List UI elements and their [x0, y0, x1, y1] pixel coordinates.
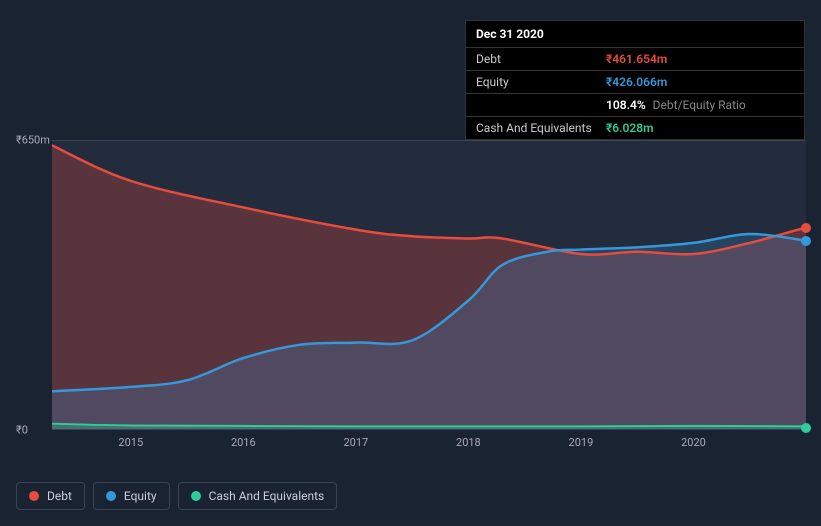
legend-item-equity[interactable]: Equity [93, 482, 170, 510]
x-axis-label: 2017 [343, 436, 368, 449]
legend-item-debt[interactable]: Debt [16, 482, 85, 510]
end-marker-equity [801, 236, 811, 246]
legend-item-cash-and-equivalents[interactable]: Cash And Equivalents [178, 482, 338, 510]
tooltip-row-label [476, 98, 606, 112]
tooltip-row: Cash And Equivalents₹6.028m [466, 117, 804, 139]
x-axis-label: 2018 [456, 436, 481, 449]
legend-label: Cash And Equivalents [209, 489, 325, 503]
x-axis-label: 2020 [681, 436, 706, 449]
chart-plot[interactable] [52, 140, 806, 430]
tooltip-row-value: ₹6.028m [606, 121, 654, 135]
legend-dot-icon [191, 491, 201, 501]
tooltip-row-value: 108.4% Debt/Equity Ratio [606, 98, 746, 112]
x-axis-label: 2015 [118, 436, 143, 449]
tooltip-row-value: ₹461.654m [606, 52, 667, 66]
x-axis-label: 2016 [231, 436, 256, 449]
tooltip-row-label: Equity [476, 75, 606, 89]
tooltip-row: 108.4% Debt/Equity Ratio [466, 94, 804, 117]
legend-label: Equity [124, 489, 157, 503]
tooltip-row-label: Debt [476, 52, 606, 66]
chart-legend: Debt Equity Cash And Equivalents [16, 482, 337, 510]
chart-area: ₹0 ₹650m 2015 2016 2017 2018 2019 2020 [16, 120, 806, 460]
tooltip-row-value: ₹426.066m [606, 75, 667, 89]
tooltip-row: Equity₹426.066m [466, 71, 804, 94]
end-marker-cash-and-equivalents [801, 423, 811, 433]
legend-dot-icon [106, 491, 116, 501]
tooltip-row-sublabel: Debt/Equity Ratio [650, 98, 746, 112]
tooltip-date: Dec 31 2020 [466, 21, 804, 48]
tooltip-row: Debt₹461.654m [466, 48, 804, 71]
legend-dot-icon [29, 491, 39, 501]
end-marker-debt [801, 223, 811, 233]
chart-tooltip: Dec 31 2020 Debt₹461.654mEquity₹426.066m… [465, 20, 805, 140]
x-axis-label: 2019 [569, 436, 594, 449]
tooltip-row-label: Cash And Equivalents [476, 121, 606, 135]
legend-label: Debt [47, 489, 72, 503]
y-axis-label: ₹650m [16, 134, 50, 147]
y-axis-label: ₹0 [16, 424, 28, 437]
x-axis-labels: 2015 2016 2017 2018 2019 2020 [52, 436, 806, 456]
